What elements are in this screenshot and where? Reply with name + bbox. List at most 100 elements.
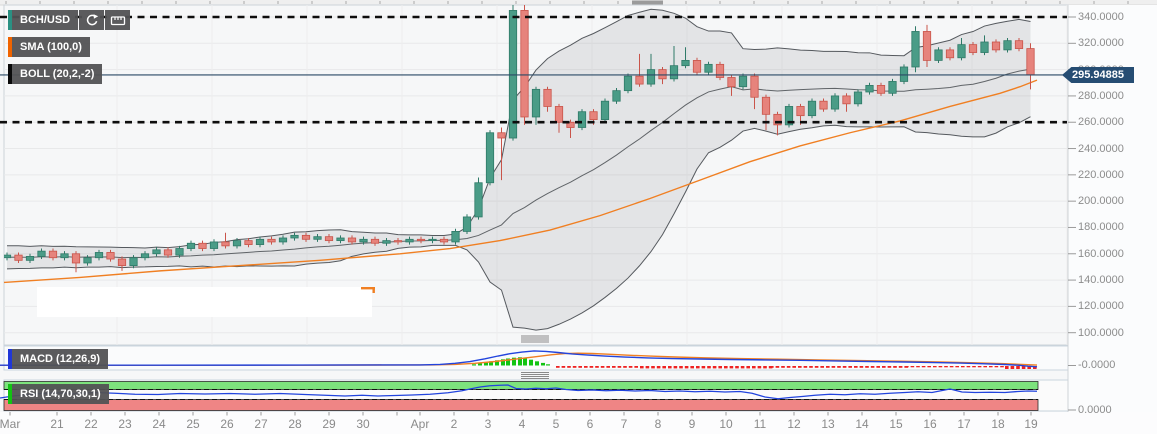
candle [991,41,1001,51]
refresh-icon [87,13,99,25]
time-axis-label: 27 [254,417,268,431]
candle [750,75,759,98]
candle [14,254,23,261]
boll-indicator-badge[interactable]: BOLL (20,2,-2) [8,64,103,84]
time-axis-label: 25 [186,417,200,431]
macd-hist-bar-negative [972,366,976,368]
candle [658,69,667,80]
candle [359,238,368,243]
macd-hist-bar-negative [893,366,897,368]
rsi-pane[interactable] [0,379,1069,412]
macd-indicator-badge[interactable]: MACD (12,26,9) [8,349,109,369]
main-price-pane[interactable] [0,1,1069,346]
candle [1014,40,1024,49]
time-axis-label: 19 [1024,417,1038,431]
macd-hist-bar-positive [472,364,476,366]
rsi-line [0,384,1038,400]
candle [635,75,644,85]
candle [474,182,483,218]
candle [301,234,311,240]
candle [221,241,230,247]
macd-hist-bar-negative [584,366,588,368]
macd-hist-bar-negative [690,366,694,369]
candle [94,252,104,259]
price-axis-label: 240.0000 [1078,142,1124,155]
macd-hist-bar-negative [589,366,594,368]
time-axis-label: 5 [552,417,560,431]
macd-pane[interactable] [0,345,1069,371]
candle [980,41,989,53]
macd-hist-bar-negative [1000,366,1004,368]
candle [152,249,161,255]
rsi-indicator-badge[interactable]: RSI (14,70,30,1) [8,384,109,404]
time-axis-label: 16 [923,417,937,431]
bollinger-upper-line [6,8,1031,249]
macd-hist-bar-negative [910,366,915,368]
macd-hist-bar-negative [662,366,666,369]
macd-hist-bar-negative [882,366,886,368]
rsi-accent-bar [8,384,12,404]
macd-hist-bar-negative [927,366,931,368]
macd-hist-bar-negative [859,366,864,368]
symbol-badge[interactable]: BCH/USD [8,10,131,30]
macd-hist-bar-negative [729,366,734,369]
candle [25,256,35,261]
candle [853,91,863,105]
candle [255,238,265,245]
candle [175,248,184,256]
macd-hist-bar-positive [546,364,550,366]
candle [71,253,81,264]
main-macd-resize-handle[interactable] [521,335,549,343]
bollinger-lower-line [6,116,1031,331]
price-axis-label: 140.0000 [1078,274,1124,287]
macd-hist-bar-negative [786,366,791,368]
macd-hist-bar-negative [572,366,577,368]
macd-hist-bar-negative [567,366,571,368]
macd-hist-bar-positive [489,361,493,366]
candle [888,81,897,94]
sma-indicator-badge[interactable]: SMA (100,0) [8,37,90,57]
macd-hist-bar-negative [763,366,767,369]
macd-hist-bar-negative [803,366,808,368]
macd-hist-bar-negative [707,366,711,369]
candle [290,234,299,239]
macd-hist-bar-negative [628,366,633,368]
candle [163,249,173,256]
candle [370,238,380,244]
time-axis-label: 3 [484,417,492,431]
rsi-indicator-label: RSI (14,70,30,1) [12,384,109,404]
candle [129,257,138,267]
macd-hist-bar-negative [848,366,852,368]
time-axis-label: 30 [356,417,370,431]
macd-hist-bar-negative [724,366,728,369]
macd-hist-bar-negative [735,366,739,369]
rsi-zero-label: 0.0000 [1078,404,1112,416]
macd-hist-bar-negative [1033,366,1037,369]
macd-hist-bar-negative [977,366,982,368]
macd-hist-bar-negative [870,366,875,368]
ruler-icon [110,15,125,25]
time-axis-background [0,412,1157,434]
candle [140,253,150,259]
macd-hist-bar-negative [865,366,869,368]
macd-hist-bar-negative [617,366,622,368]
candle [543,88,552,107]
time-axis-label: 2 [450,417,458,431]
time-axis-label: 15 [889,417,903,431]
macd-hist-bar-positive [478,363,482,366]
candle [876,85,886,94]
candle [761,96,771,115]
price-axis-label: 260.0000 [1078,116,1124,129]
price-axis-label: 280.0000 [1078,89,1124,102]
time-axis[interactable] [9,412,1032,416]
ruler-button[interactable] [105,10,131,30]
macd-rsi-resize-handle[interactable] [521,372,549,379]
price-axis-label: 340.0000 [1078,11,1124,23]
macd-hist-bar-positive [518,357,522,366]
symbol-accent-bar [8,10,12,30]
refresh-button[interactable] [79,10,105,30]
price-axis-label: 180.0000 [1078,221,1124,234]
macd-hist-bar-negative [916,366,920,368]
candle [807,100,817,117]
